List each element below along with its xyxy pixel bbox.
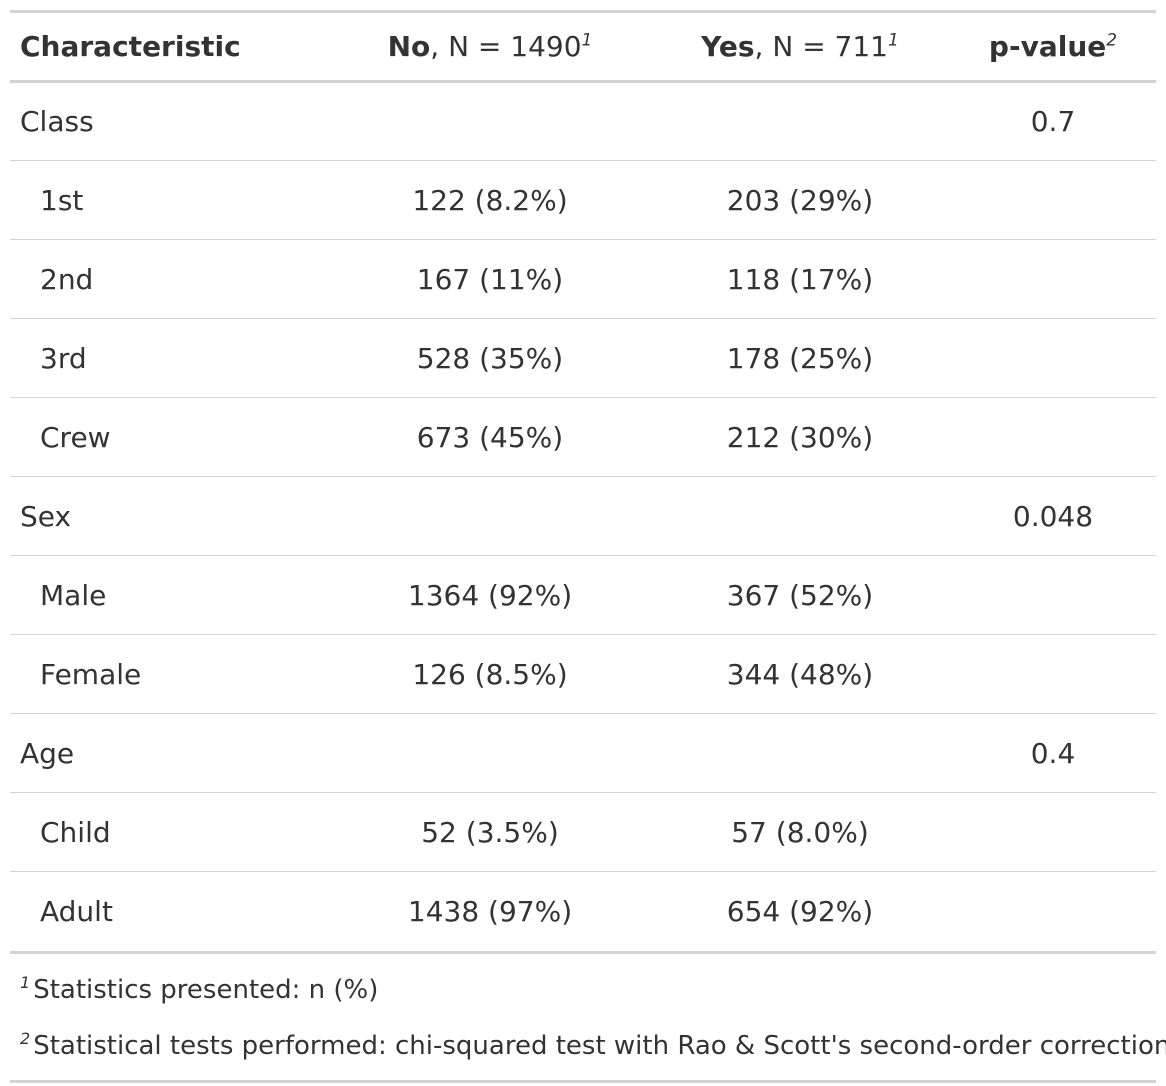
cell-pvalue [950,398,1156,477]
table-row: Adult 1438 (97%) 654 (92%) [10,871,1156,951]
table-row: Crew 673 (45%) 212 (30%) [10,397,1156,477]
header-no-footnote-mark: 1 [581,30,593,51]
cell-pvalue [950,635,1156,714]
table-body: Class 0.7 1st 122 (8.2%) 203 (29%) 2nd 1… [10,82,1156,951]
row-label: Female [40,657,142,691]
row-label: Class [20,105,94,138]
cell-no [330,82,650,161]
row-label: Age [20,736,75,770]
cell-yes: 212 (30%) [726,420,874,454]
header-yes-footnote-mark: 1 [888,30,899,51]
cell-no: 1438 (97%) [407,894,573,928]
header-pvalue: p-value2 [950,12,1156,82]
cell-yes: 344 (48%) [726,657,874,691]
row-label: Adult [40,894,113,928]
header-pvalue-footnote-mark: 2 [1106,30,1118,51]
table-row: Sex 0.048 [10,476,1156,556]
table-header: Characteristic No, N = 14901 Yes, N = 71… [10,11,1156,82]
cell-no: 126 (8.5%) [412,657,568,691]
summary-table-container: Characteristic No, N = 14901 Yes, N = 71… [10,10,1166,1083]
cell-pvalue [950,161,1156,240]
row-label: 2nd [40,262,94,296]
header-row: Characteristic No, N = 14901 Yes, N = 71… [10,12,1156,82]
row-label: Sex [20,499,72,533]
cell-pvalue [950,556,1156,635]
footnote-2-mark: 2 [20,1028,31,1048]
cell-yes [650,82,950,161]
header-yes-n: , N = 711 [754,30,888,63]
cell-pvalue: 0.048 [1012,499,1094,533]
table-row: Class 0.7 [10,82,1156,161]
cell-no: 122 (8.2%) [412,183,568,217]
row-label: 3rd [40,341,87,375]
cell-pvalue [950,240,1156,319]
summary-table: Characteristic No, N = 14901 Yes, N = 71… [10,10,1156,951]
row-label: 1st [40,183,84,217]
header-pvalue-label: p-value [988,30,1107,63]
cell-pvalue [950,793,1156,872]
header-no: No, N = 14901 [330,12,650,82]
header-yes-label: Yes [701,30,755,63]
header-no-label: No [387,30,431,63]
cell-yes [650,714,950,793]
cell-no [330,477,650,556]
header-characteristic: Characteristic [20,30,241,63]
footnote-2: 2 Statistical tests performed: chi-square… [20,1018,1166,1074]
cell-no: 673 (45%) [416,420,564,454]
cell-no: 1364 (92%) [407,578,573,612]
footnote-2-text: Statistical tests performed: chi-squared… [33,1030,1166,1061]
footnote-1: 1 Statistics presented: n (%) [20,962,1156,1018]
table-footnotes: 1 Statistics presented: n (%) 2 Statistica… [10,950,1166,1083]
footnote-1-mark: 1 [20,972,31,992]
row-label: Male [40,578,107,612]
cell-yes: 654 (92%) [726,894,874,928]
table-row: Male 1364 (92%) 367 (52%) [10,555,1156,635]
table-row: Child 52 (3.5%) 57 (8.0%) [10,792,1156,872]
cell-no [330,714,650,793]
cell-pvalue: 0.4 [1030,736,1076,770]
table-row: 3rd 528 (35%) 178 (25%) [10,318,1156,398]
header-yes: Yes, N = 7111 [650,12,950,82]
row-label: Crew [40,420,111,454]
table-row: Age 0.4 [10,713,1156,793]
cell-yes: 203 (29%) [726,183,874,217]
cell-yes: 178 (25%) [726,341,874,375]
row-label: Child [40,815,111,849]
footnote-1-text: Statistics presented: n (%) [33,974,379,1005]
cell-no: 52 (3.5%) [421,815,559,849]
table-row: Female 126 (8.5%) 344 (48%) [10,634,1156,714]
table-row: 1st 122 (8.2%) 203 (29%) [10,160,1156,240]
cell-pvalue: 0.7 [1030,105,1076,138]
cell-yes [650,477,950,556]
cell-pvalue [950,872,1156,951]
cell-yes: 118 (17%) [726,262,874,296]
cell-yes: 367 (52%) [726,578,874,612]
cell-pvalue [950,319,1156,398]
table-row: 2nd 167 (11%) 118 (17%) [10,239,1156,319]
header-no-n: , N = 1490 [430,30,582,63]
cell-no: 528 (35%) [416,341,564,375]
cell-no: 167 (11%) [416,262,564,296]
cell-yes: 57 (8.0%) [731,815,869,849]
